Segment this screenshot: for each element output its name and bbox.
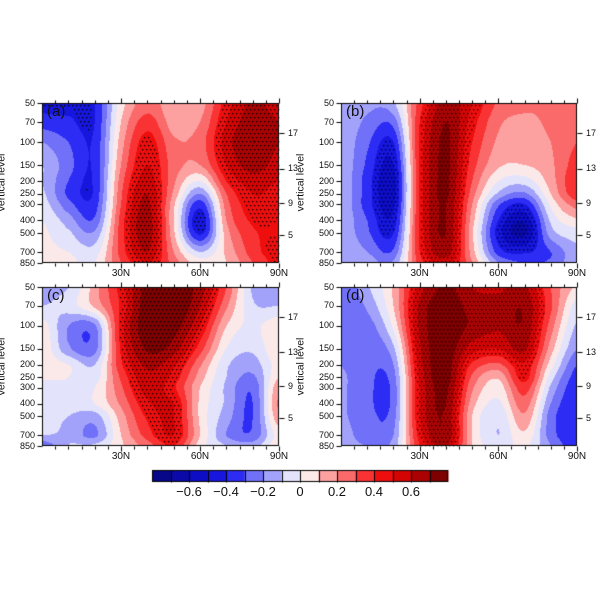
y-tick-label: 400: [19, 214, 35, 225]
colorbar-tick-label: −0.2: [250, 484, 276, 499]
y-tick-label: 300: [19, 198, 35, 209]
vertical-axis-title-wrap: vertical level: [294, 307, 308, 427]
vertical-axis-title: vertical level: [0, 154, 8, 212]
y-tick-label: 250: [19, 188, 35, 199]
x-tick-label: 60N: [489, 451, 508, 462]
y-tick-label: 300: [19, 382, 35, 393]
right-tick-label: 9: [288, 197, 294, 208]
y-tick-label: 200: [19, 359, 35, 370]
panel-label: (c): [47, 287, 65, 304]
right-tick-label: 5: [586, 412, 592, 423]
right-tick-label: 9: [586, 197, 592, 208]
y-tick-label: 400: [19, 398, 35, 409]
y-tick-label: 100: [318, 136, 334, 147]
y-tick-label: 150: [318, 159, 334, 170]
y-tick-label: 200: [318, 359, 334, 370]
y-tick-label: 500: [19, 227, 35, 238]
vertical-axis-title-wrap: vertical level: [294, 123, 308, 243]
y-tick-label: 250: [19, 371, 35, 382]
y-tick-label: 50: [323, 281, 334, 292]
x-tick-label: 60N: [190, 268, 210, 279]
right-tick-label: 5: [586, 229, 592, 240]
y-tick-label: 70: [323, 300, 334, 311]
x-tick-label: 60N: [489, 268, 508, 279]
vertical-axis-title: vertical level: [0, 337, 8, 396]
x-tick-label: 30N: [111, 268, 131, 279]
y-tick-label: 700: [318, 429, 334, 440]
y-tick-label: 700: [318, 246, 334, 257]
colorbar-tick-label: 0: [296, 484, 304, 499]
y-tick-label: 150: [19, 343, 35, 354]
y-tick-label: 250: [318, 371, 334, 382]
y-tick-label: 500: [318, 410, 334, 421]
right-tick-label: 13: [586, 346, 597, 357]
y-tick-label: 850: [19, 257, 35, 268]
x-tick-label: 30N: [111, 451, 131, 462]
y-tick-label: 100: [19, 136, 35, 147]
x-tick-label: 90N: [269, 451, 289, 462]
y-tick-label: 70: [24, 300, 35, 311]
x-tick-label: 30N: [410, 268, 429, 279]
colorbar-tick-label: −0.6: [176, 484, 202, 499]
right-tick-label: 9: [288, 380, 294, 391]
colorbar-tick-label: 0.4: [364, 484, 384, 499]
vertical-axis-title: vertical level: [294, 154, 307, 212]
y-tick-label: 70: [24, 116, 35, 127]
x-tick-label: 90N: [567, 451, 587, 462]
x-tick-label: 90N: [269, 268, 289, 279]
x-tick-label: 90N: [567, 268, 587, 279]
panel-label: (d): [346, 287, 365, 304]
y-tick-label: 50: [24, 281, 35, 292]
panel-label: (b): [346, 103, 365, 120]
right-tick-label: 9: [586, 380, 592, 391]
y-tick-label: 850: [318, 257, 334, 268]
y-tick-label: 850: [19, 440, 35, 451]
y-tick-label: 50: [24, 97, 35, 108]
vertical-axis-title-wrap: vertical level: [0, 123, 9, 243]
y-tick-label: 700: [19, 429, 35, 440]
colorbar-tick-label: 0.2: [327, 484, 347, 499]
y-tick-label: 400: [318, 214, 334, 225]
right-tick-label: 17: [586, 127, 597, 138]
y-tick-label: 850: [318, 440, 334, 451]
vertical-axis-title-wrap: vertical level: [0, 307, 9, 427]
right-tick-label: 17: [288, 311, 299, 322]
y-tick-label: 50: [323, 97, 334, 108]
right-tick-label: 17: [288, 127, 299, 138]
y-tick-label: 200: [318, 175, 334, 186]
y-tick-label: 300: [318, 382, 334, 393]
y-tick-label: 700: [19, 246, 35, 257]
y-tick-label: 500: [19, 410, 35, 421]
y-tick-label: 100: [318, 320, 334, 331]
y-tick-label: 250: [318, 188, 334, 199]
y-tick-label: 400: [318, 398, 334, 409]
y-tick-label: 100: [19, 320, 35, 331]
y-tick-label: 150: [19, 159, 35, 170]
right-tick-label: 13: [288, 163, 299, 174]
right-tick-label: 5: [288, 412, 294, 423]
y-tick-label: 200: [19, 175, 35, 186]
vertical-axis-title: vertical level: [294, 337, 307, 396]
y-tick-label: 150: [318, 343, 334, 354]
x-tick-label: 30N: [410, 451, 429, 462]
y-tick-label: 500: [318, 227, 334, 238]
right-tick-label: 13: [288, 346, 299, 357]
panel-label: (a): [47, 103, 66, 120]
right-tick-label: 17: [586, 311, 597, 322]
colorbar-tick-label: −0.4: [213, 484, 239, 499]
y-tick-label: 70: [323, 116, 334, 127]
right-tick-label: 5: [288, 229, 294, 240]
x-tick-label: 60N: [190, 451, 210, 462]
right-tick-label: 13: [586, 163, 597, 174]
colorbar-tick-label: 0.6: [401, 484, 421, 499]
y-tick-label: 300: [318, 198, 334, 209]
